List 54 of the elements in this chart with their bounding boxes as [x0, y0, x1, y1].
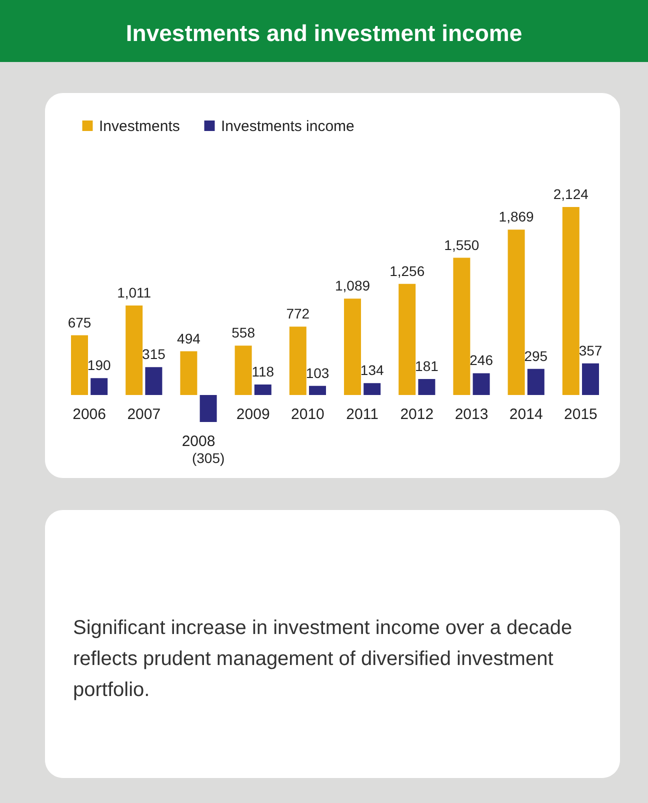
x-tick-label: 2010	[291, 406, 324, 423]
bar	[289, 326, 306, 395]
data-label: 675	[68, 314, 92, 330]
data-label: 1,089	[334, 278, 370, 294]
bar	[508, 230, 525, 395]
text: Significant increase in investment income over a decade reflects prudent management of diversified investment portfolio.	[73, 617, 572, 701]
bar	[234, 346, 252, 395]
x-tick-label: 2015	[564, 406, 598, 423]
bar	[200, 395, 217, 422]
bar	[145, 367, 162, 395]
data-label: 315	[142, 346, 166, 362]
bar	[582, 363, 599, 395]
data-label: 118	[252, 364, 274, 380]
legend-label: Investments	[99, 118, 180, 135]
data-label: 558	[232, 324, 256, 341]
x-tick-label: 2008	[182, 432, 216, 450]
x-tick-label: 2013	[454, 406, 488, 423]
bar	[71, 335, 88, 395]
bar	[126, 306, 143, 395]
x-tick-label: 2012	[400, 406, 434, 423]
data-label: 190	[87, 357, 111, 374]
bar	[90, 378, 108, 395]
bar	[472, 373, 490, 395]
bar	[180, 351, 198, 395]
data-label: 103	[306, 364, 330, 381]
bar	[309, 386, 326, 395]
data-label: 1,550	[444, 236, 480, 253]
data-label: 134	[360, 362, 384, 378]
x-tick-label: 2011	[346, 406, 378, 423]
x-tick-label: 2014	[509, 406, 543, 423]
data-label: 2,124	[553, 186, 589, 202]
data-label: 772	[286, 306, 310, 322]
bar	[453, 258, 470, 395]
x-tick-label: 2006	[72, 406, 106, 423]
bar	[398, 284, 416, 395]
bar	[254, 384, 272, 395]
data-label: 357	[578, 342, 602, 358]
data-label: (305)	[192, 450, 225, 466]
bar	[562, 207, 580, 395]
data-label: 494	[177, 330, 201, 346]
bar	[364, 383, 381, 395]
data-label: 1,256	[390, 262, 425, 279]
bar	[527, 368, 544, 395]
data-label: 181	[415, 358, 439, 374]
x-tick-label: 2009	[236, 406, 270, 423]
data-label: 246	[470, 352, 494, 368]
data-label: 295	[524, 348, 548, 364]
legend-label: Investments income	[221, 118, 354, 135]
chart-title: Investments and investment income	[126, 20, 522, 46]
bar	[344, 298, 361, 395]
bar	[418, 378, 436, 395]
data-label: 1,869	[498, 208, 534, 225]
data-label: 1,011	[117, 284, 152, 301]
x-tick-label: 2007	[127, 406, 161, 423]
